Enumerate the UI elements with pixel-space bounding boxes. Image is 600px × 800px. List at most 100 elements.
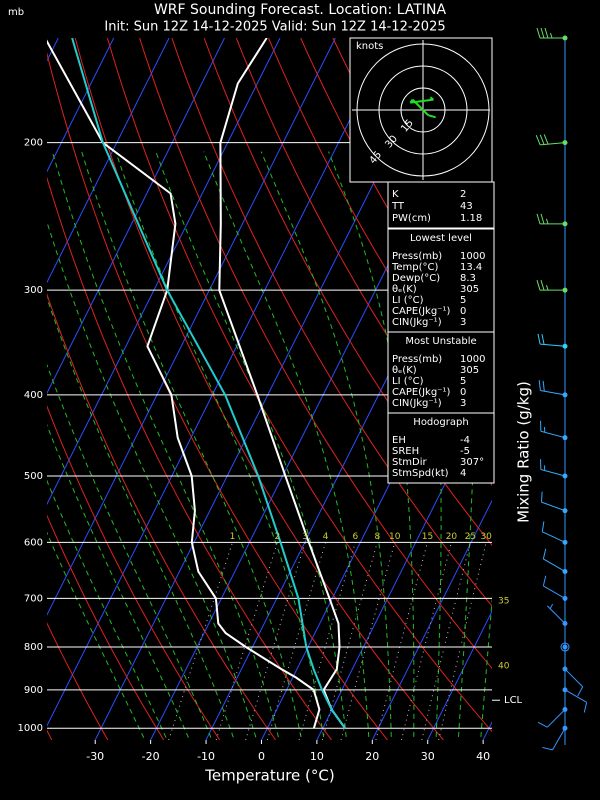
index-value: -5 [460,446,470,457]
mixing-ratio-line [298,542,356,740]
index-value: 5 [460,376,466,387]
barb-staff [564,668,584,688]
barb-staff [540,469,566,477]
index-label: CAPE(Jkg⁻¹) [392,306,450,317]
mixing-ratio-label: 4 [323,532,329,542]
barb-feather [539,134,545,145]
hodograph-ring [356,43,490,177]
mixing-ratio-label: 8 [374,532,380,542]
wind-barb [536,280,568,293]
moist-adiabat [115,151,325,740]
wind-barb [540,420,568,441]
index-label: CIN(Jkg⁻¹) [392,398,442,409]
mixing-ratio-label: 15 [422,532,433,542]
barb-staff [543,558,566,572]
y2-axis-label: Mixing Ratio (g/kg) [515,381,533,523]
wind-barb [546,603,568,627]
barb-feather [537,721,548,728]
isotherm [47,38,115,173]
hodograph-ring [400,87,446,133]
mixing-ratio-label: 2 [275,532,281,542]
wind-barb [542,548,568,574]
wind-barb [562,666,584,697]
isotherm [316,388,492,740]
barb-feather [583,702,588,713]
chart-title: WRF Sounding Forecast. Location: LATINA [154,2,447,18]
moist-adiabat [51,151,280,740]
barb-staff [564,689,587,703]
dry-adiabat [47,293,277,740]
barb-staff [542,531,566,543]
moist-adiabat-label: 35 [498,597,509,607]
profile-line [218,38,346,729]
lcl-label: LCL [504,695,523,706]
barb-feather [543,134,549,145]
moist-adiabat [47,479,168,740]
index-value: 8.3 [460,273,476,284]
dry-adiabat [74,38,444,740]
dry-adiabat [106,38,492,733]
index-label: PW(cm) [392,213,431,224]
mixing-ratio-label: 25 [465,532,476,542]
barb-feather [536,280,541,291]
wind-barb [537,707,568,728]
moist-adiabat [47,296,235,740]
mixing-ratio-line [340,542,396,740]
profile-line [71,38,346,729]
y-tick-label: 300 [24,285,43,296]
isotherm [205,166,492,740]
dry-adiabat [47,176,332,740]
index-value: 0 [460,387,466,398]
y-tick-label: 600 [24,537,43,548]
index-section-title: Hodograph [413,417,468,428]
moist-adiabat-label: 40 [498,662,510,672]
index-value: 5 [460,295,466,306]
index-label: Press(mb) [392,354,442,365]
wind-barb [538,380,568,398]
mixing-ratio-label: 1 [230,532,236,542]
index-value: 3 [460,317,466,328]
wind-barb [542,575,568,601]
index-label: θₑ(K) [392,365,417,376]
index-label: Temp(°C) [391,262,439,273]
index-label: K [392,189,399,200]
hodograph-segment [422,109,429,116]
wind-barb [542,725,568,751]
wind-barb [541,521,568,545]
mixing-ratio-line [375,542,428,740]
mixing-ratio-label: 20 [446,532,458,542]
mixing-ratio-label: 6 [353,532,359,542]
index-section-box [387,331,495,414]
y-axis-label: mb [8,7,24,18]
barb-staff [541,501,566,512]
index-label: Dewp(°C) [392,273,440,284]
moist-adiabat [47,424,191,740]
x-tick-label: 0 [258,750,265,763]
mixing-ratio-label: 3 [302,532,308,542]
index-section-title: Lowest level [410,233,472,244]
x-tick-label: -10 [197,750,215,763]
index-value: 13.4 [460,262,482,273]
moist-adiabat [155,151,348,740]
wind-barb [535,134,568,146]
isotherm [0,38,3,740]
barb-staff [546,709,566,728]
index-value: 2 [460,189,466,200]
dry-adiabat [47,514,165,740]
wind-barb [560,642,570,652]
barb-feather [542,548,547,560]
index-label: Press(mb) [392,251,442,262]
moist-adiabat [47,363,213,740]
index-label: StmSpd(kt) [392,468,449,479]
barb-feather [540,280,545,291]
x-tick-label: -30 [86,750,104,763]
isotherm [47,38,225,395]
moist-adiabat [203,151,370,740]
x-tick-label: 40 [476,750,490,763]
mixing-ratio-label: 30 [480,532,492,542]
moist-adiabat [47,220,258,740]
index-box [387,181,495,229]
index-label: CIN(Jkg⁻¹) [392,317,442,328]
hodograph-segment [411,98,424,111]
